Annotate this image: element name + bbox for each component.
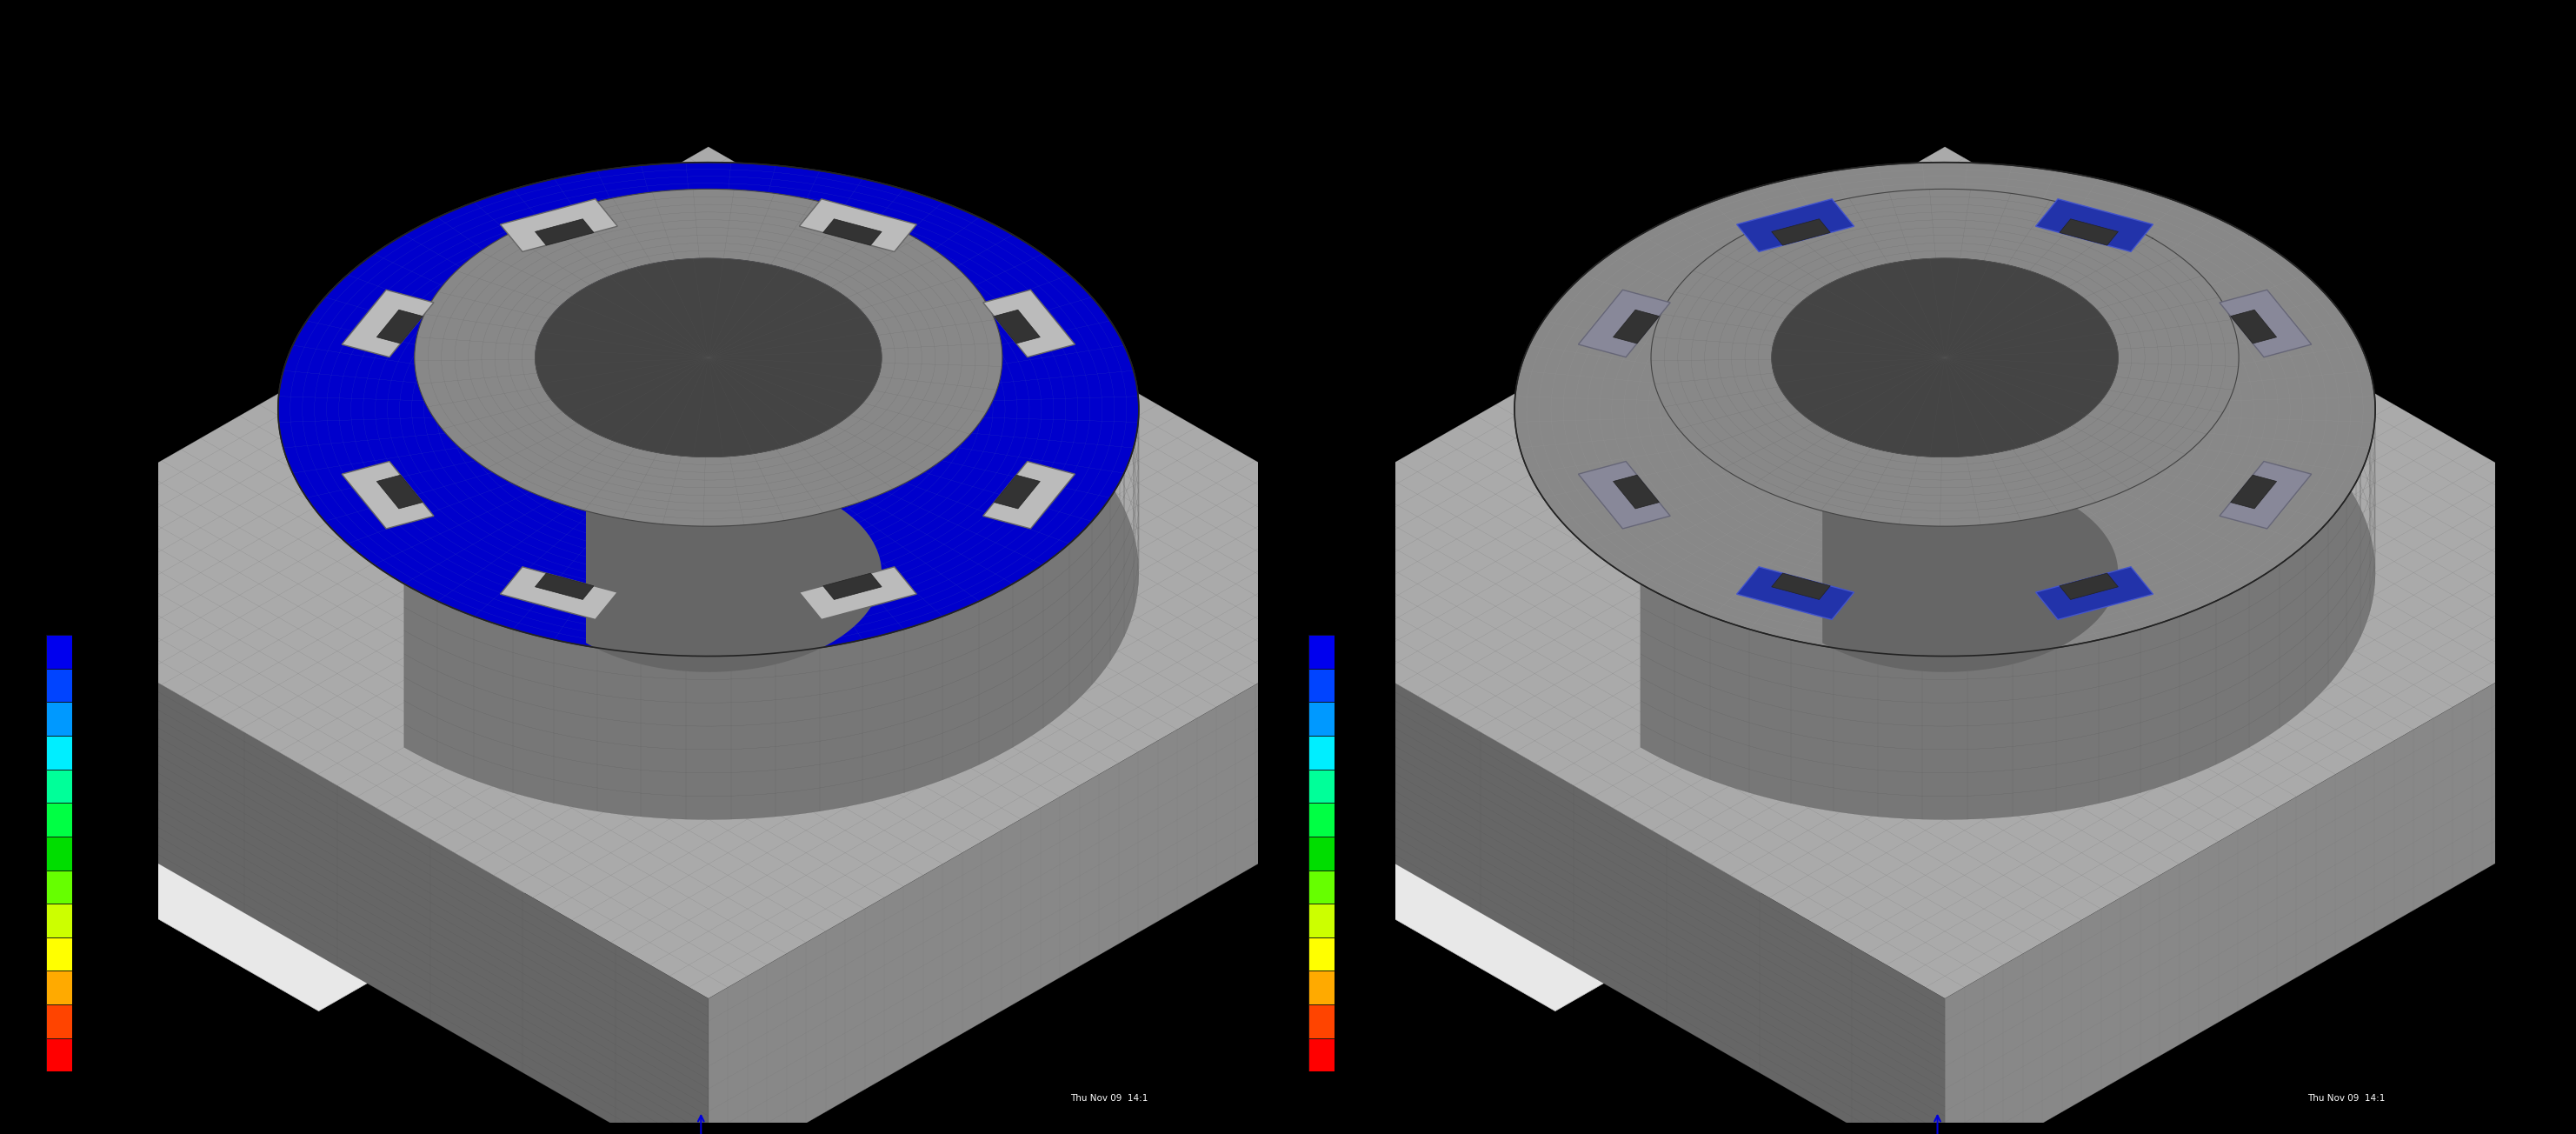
Polygon shape — [1736, 198, 1855, 252]
Polygon shape — [278, 162, 1139, 657]
Polygon shape — [343, 290, 433, 357]
Text: Thu Nov 09  14:1: Thu Nov 09 14:1 — [1072, 1094, 1149, 1102]
Bar — [46, 803, 72, 837]
Bar — [46, 904, 72, 938]
Bar — [46, 1005, 72, 1038]
Polygon shape — [1736, 567, 1855, 619]
Bar — [46, 1038, 72, 1072]
Polygon shape — [1821, 287, 2117, 672]
Polygon shape — [984, 290, 1074, 357]
Polygon shape — [0, 146, 1450, 999]
Bar — [1309, 635, 1334, 669]
Bar — [46, 971, 72, 1005]
Bar — [1309, 971, 1334, 1005]
Polygon shape — [1579, 290, 1669, 357]
Polygon shape — [500, 198, 618, 252]
Polygon shape — [799, 198, 917, 252]
Polygon shape — [1772, 259, 2117, 457]
Bar — [46, 635, 72, 669]
Polygon shape — [343, 462, 433, 528]
Bar — [46, 769, 72, 803]
Polygon shape — [1772, 573, 1832, 600]
Polygon shape — [799, 567, 917, 619]
Bar — [1309, 938, 1334, 971]
Polygon shape — [536, 259, 881, 457]
Polygon shape — [376, 310, 422, 344]
Bar — [46, 736, 72, 769]
Polygon shape — [1641, 235, 2375, 820]
Polygon shape — [822, 573, 881, 600]
Bar — [1309, 702, 1334, 736]
Polygon shape — [500, 567, 618, 619]
Polygon shape — [2231, 475, 2277, 509]
Bar — [46, 837, 72, 870]
Polygon shape — [0, 573, 708, 1134]
Bar — [1309, 837, 1334, 870]
Polygon shape — [1772, 219, 1832, 245]
Polygon shape — [2231, 310, 2277, 344]
Bar — [1309, 1005, 1334, 1038]
Polygon shape — [1203, 146, 2576, 999]
Polygon shape — [1651, 189, 2239, 526]
Bar — [46, 938, 72, 971]
Polygon shape — [536, 573, 595, 600]
Polygon shape — [1203, 573, 1945, 1134]
Bar — [1309, 1038, 1334, 1072]
Polygon shape — [994, 310, 1041, 344]
Polygon shape — [0, 287, 1136, 1012]
Polygon shape — [404, 235, 1139, 820]
Polygon shape — [1613, 310, 1659, 344]
Polygon shape — [822, 219, 881, 245]
Polygon shape — [1945, 573, 2576, 1134]
Bar — [1309, 904, 1334, 938]
Bar — [1309, 736, 1334, 769]
Polygon shape — [2221, 462, 2311, 528]
Bar — [46, 702, 72, 736]
Polygon shape — [2035, 567, 2154, 619]
Polygon shape — [536, 219, 595, 245]
Bar — [1309, 669, 1334, 702]
Polygon shape — [2058, 219, 2117, 245]
Polygon shape — [415, 189, 1002, 526]
Bar — [1309, 769, 1334, 803]
Polygon shape — [1110, 287, 2372, 1012]
Polygon shape — [994, 475, 1041, 509]
Bar — [1309, 870, 1334, 904]
Polygon shape — [376, 475, 422, 509]
Bar — [46, 669, 72, 702]
Polygon shape — [1613, 475, 1659, 509]
Polygon shape — [2058, 573, 2117, 600]
Polygon shape — [2035, 198, 2154, 252]
Polygon shape — [708, 573, 1450, 1134]
Polygon shape — [1515, 162, 2375, 657]
Polygon shape — [2221, 290, 2311, 357]
Bar — [1309, 803, 1334, 837]
Polygon shape — [585, 287, 881, 672]
Bar — [46, 870, 72, 904]
Polygon shape — [1579, 462, 1669, 528]
Polygon shape — [984, 462, 1074, 528]
Text: Thu Nov 09  14:1: Thu Nov 09 14:1 — [2308, 1094, 2385, 1102]
